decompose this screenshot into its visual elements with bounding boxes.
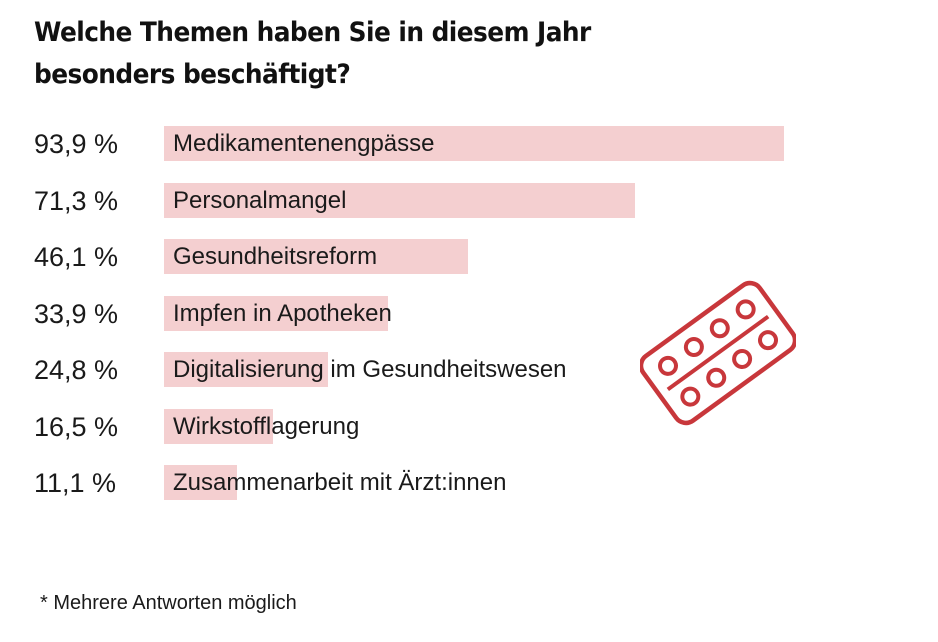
value-label: 46,1 % [34,242,119,272]
value-label: 33,9 % [34,298,119,329]
category-label: Medikamentenengpässe [173,130,435,157]
bar [164,465,238,500]
bar-row: 16,5 % Wirkstofflagerung [0,408,938,445]
value-label: 71,3 % [34,185,119,216]
bar [164,182,635,218]
value-label: 11,1 % [34,468,117,498]
bar [164,126,784,161]
category-label: Personalmangel [173,186,347,214]
value-label: 24,8 % [34,355,119,385]
bar-row: 93,9 % Medikamentenengpässe [0,126,938,162]
bar-row: 46,1 % Gesundheitsreform [0,239,938,275]
category-label: Impfen in Apotheken [173,299,392,327]
bar-row: 24,8 % Digitalisierung im Gesundheitswese… [0,352,938,388]
pill-blister-icon [640,280,796,426]
category-label: Zusammenarbeit mit Ärzt:innen [173,469,507,496]
bar [164,408,273,444]
chart-title: Welche Themen haben Sie in diesem Jahr b… [34,17,591,90]
bar [164,239,469,274]
value-label: 93,9 % [34,129,119,159]
bar [164,352,328,387]
category-label: Wirkstofflagerung [173,412,360,440]
bar-row: 11,1 % Zusammenarbeit mit Ärzt:innen [0,465,938,501]
footnote: * Mehrere Antworten möglich [40,592,297,614]
bar [164,295,388,331]
category-label: Gesundheitsreform [173,243,378,270]
bar-row: 33,9 % Impfen in Apotheken [0,295,938,332]
bar-row: 71,3 % Personalmangel [0,182,938,219]
value-label: 16,5 % [34,411,119,442]
category-label: Digitalisierung im Gesundheitswesen [173,356,567,383]
